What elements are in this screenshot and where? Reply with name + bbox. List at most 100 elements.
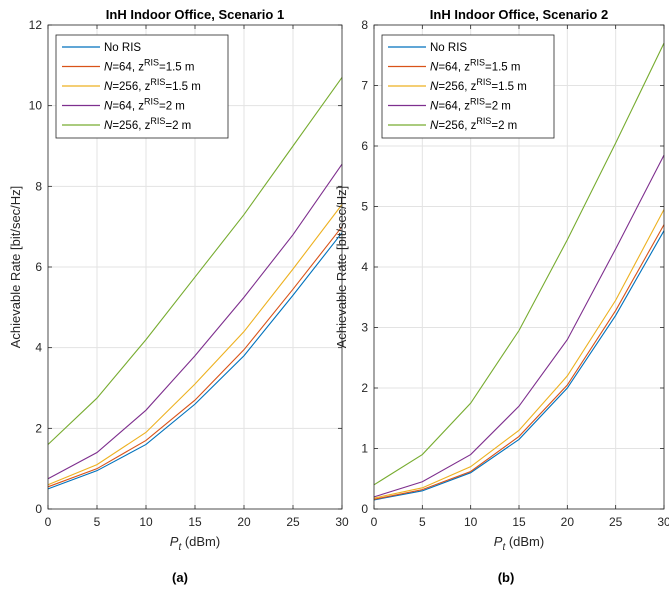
legend-label-mid: =64, z [112,62,144,74]
legend-label-mid: =64, z [438,101,470,113]
legend-label-mid: =256, z [438,81,476,93]
chart-panel-1: 0 5 10 15 20 25 30 0 2 4 6 8 10 12 InH Indoor Office, … [8,7,349,585]
panel-label: (a) [172,570,188,585]
legend-entry-4: N=64, zRIS=2 m [62,97,185,113]
legend-label-var: N [430,81,439,93]
series-line-4 [373,154,665,498]
series-lines [47,77,343,490]
legend-label: No RIS [430,42,467,54]
x-tick-label: 25 [286,515,300,529]
panel-label: (b) [498,570,515,585]
series-line-1 [373,230,665,501]
y-tick-label: 1 [361,442,368,456]
legend-entry-1: No RIS [62,42,141,54]
x-axis-label-var: P [494,534,503,549]
legend-label: N=256, zRIS=2 m [430,116,517,132]
x-tick-label: 20 [561,515,575,529]
legend-entry-5: N=256, zRIS=2 m [62,116,191,132]
legend-label-mid: =64, z [112,101,144,113]
y-tick-label: 2 [35,421,42,435]
x-axis-label-sub: t [502,542,506,553]
y-tick-label: 6 [35,260,42,274]
legend-label-var: N [104,62,113,74]
legend-entry-4: N=64, zRIS=2 m [388,97,511,113]
series-line-1 [47,232,343,490]
legend-label: N=64, zRIS=2 m [104,97,185,113]
series-line-5 [47,77,343,445]
legend-label: N=64, zRIS=2 m [430,97,511,113]
legend-label-sup: RIS [150,116,165,126]
legend-label: N=64, zRIS=1.5 m [104,58,194,74]
legend-label-tail: No RIS [430,42,467,54]
x-axis-label-var: P [170,534,179,549]
x-tick-label: 25 [609,515,623,529]
x-tick-label: 30 [335,515,349,529]
legend-entry-1: No RIS [388,42,467,54]
ticks: 0 5 10 15 20 25 30 0 2 4 6 8 10 12 [29,18,349,529]
y-tick-label: 0 [35,502,42,516]
legend-label-sup: RIS [476,116,491,126]
series-line-2 [47,226,343,488]
x-tick-label: 0 [371,515,378,529]
legend-entry-3: N=256, zRIS=1.5 m [62,77,201,93]
legend-entry-3: N=256, zRIS=1.5 m [388,77,527,93]
x-tick-label: 10 [464,515,478,529]
legend-label-sup: RIS [144,97,159,107]
legend-label-var: N [430,101,439,113]
legend-label-mid: =256, z [112,81,150,93]
legend-label-mid: =256, z [438,120,476,132]
legend-label-var: N [430,120,439,132]
x-axis-label: Pt (dBm) [494,534,544,553]
series-line-2 [373,224,665,500]
y-tick-label: 12 [29,18,43,32]
legend-entry-2: N=64, zRIS=1.5 m [388,58,520,74]
legend-label-sup: RIS [476,77,491,87]
series-line-4 [47,163,343,480]
chart-title: InH Indoor Office, Scenario 1 [106,7,284,22]
legend-label-var: N [104,81,113,93]
legend-label-mid: =256, z [112,120,150,132]
legend-label-var: N [430,62,439,74]
legend-label: N=256, zRIS=1.5 m [104,77,201,93]
y-tick-label: 10 [29,99,43,113]
legend-entry-5: N=256, zRIS=2 m [388,116,517,132]
legend-label-tail: =1.5 m [485,62,520,74]
legend-label-var: N [104,120,113,132]
legend-label-sup: RIS [150,77,165,87]
chart-title: InH Indoor Office, Scenario 2 [430,7,608,22]
x-tick-label: 20 [237,515,251,529]
legend-entry-2: N=64, zRIS=1.5 m [62,58,194,74]
legend-label-sup: RIS [144,58,159,68]
y-tick-label: 3 [361,321,368,335]
legend-label-tail: No RIS [104,42,141,54]
legend-label-sup: RIS [470,97,485,107]
legend-label-mid: =64, z [438,62,470,74]
x-axis-label-unit: (dBm) [181,534,220,549]
legend-label-tail: =1.5 m [165,81,200,93]
x-tick-label: 10 [139,515,153,529]
legend-label-tail: =1.5 m [159,62,194,74]
x-tick-label: 15 [512,515,526,529]
y-axis-label: Achievable Rate [bit/sec/Hz] [334,186,349,349]
y-tick-label: 4 [361,260,368,274]
y-axis-label: Achievable Rate [bit/sec/Hz] [8,186,23,349]
x-axis-label-unit: (dBm) [505,534,544,549]
legend-label-tail: =2 m [159,101,185,113]
x-tick-label: 30 [657,515,669,529]
ticks: 0 5 10 15 20 25 30 0 1 2 3 4 5 6 7 8 [361,18,669,529]
y-tick-label: 8 [35,179,42,193]
y-tick-label: 0 [361,502,368,516]
y-tick-label: 7 [361,79,368,93]
legend-label-tail: =2 m [485,101,511,113]
series-line-5 [373,42,665,486]
series-line-3 [47,204,343,486]
y-tick-label: 8 [361,18,368,32]
x-axis-label: Pt (dBm) [170,534,220,553]
x-tick-label: 0 [45,515,52,529]
y-tick-label: 2 [361,381,368,395]
legend-label: N=256, zRIS=1.5 m [430,77,527,93]
y-tick-label: 6 [361,139,368,153]
